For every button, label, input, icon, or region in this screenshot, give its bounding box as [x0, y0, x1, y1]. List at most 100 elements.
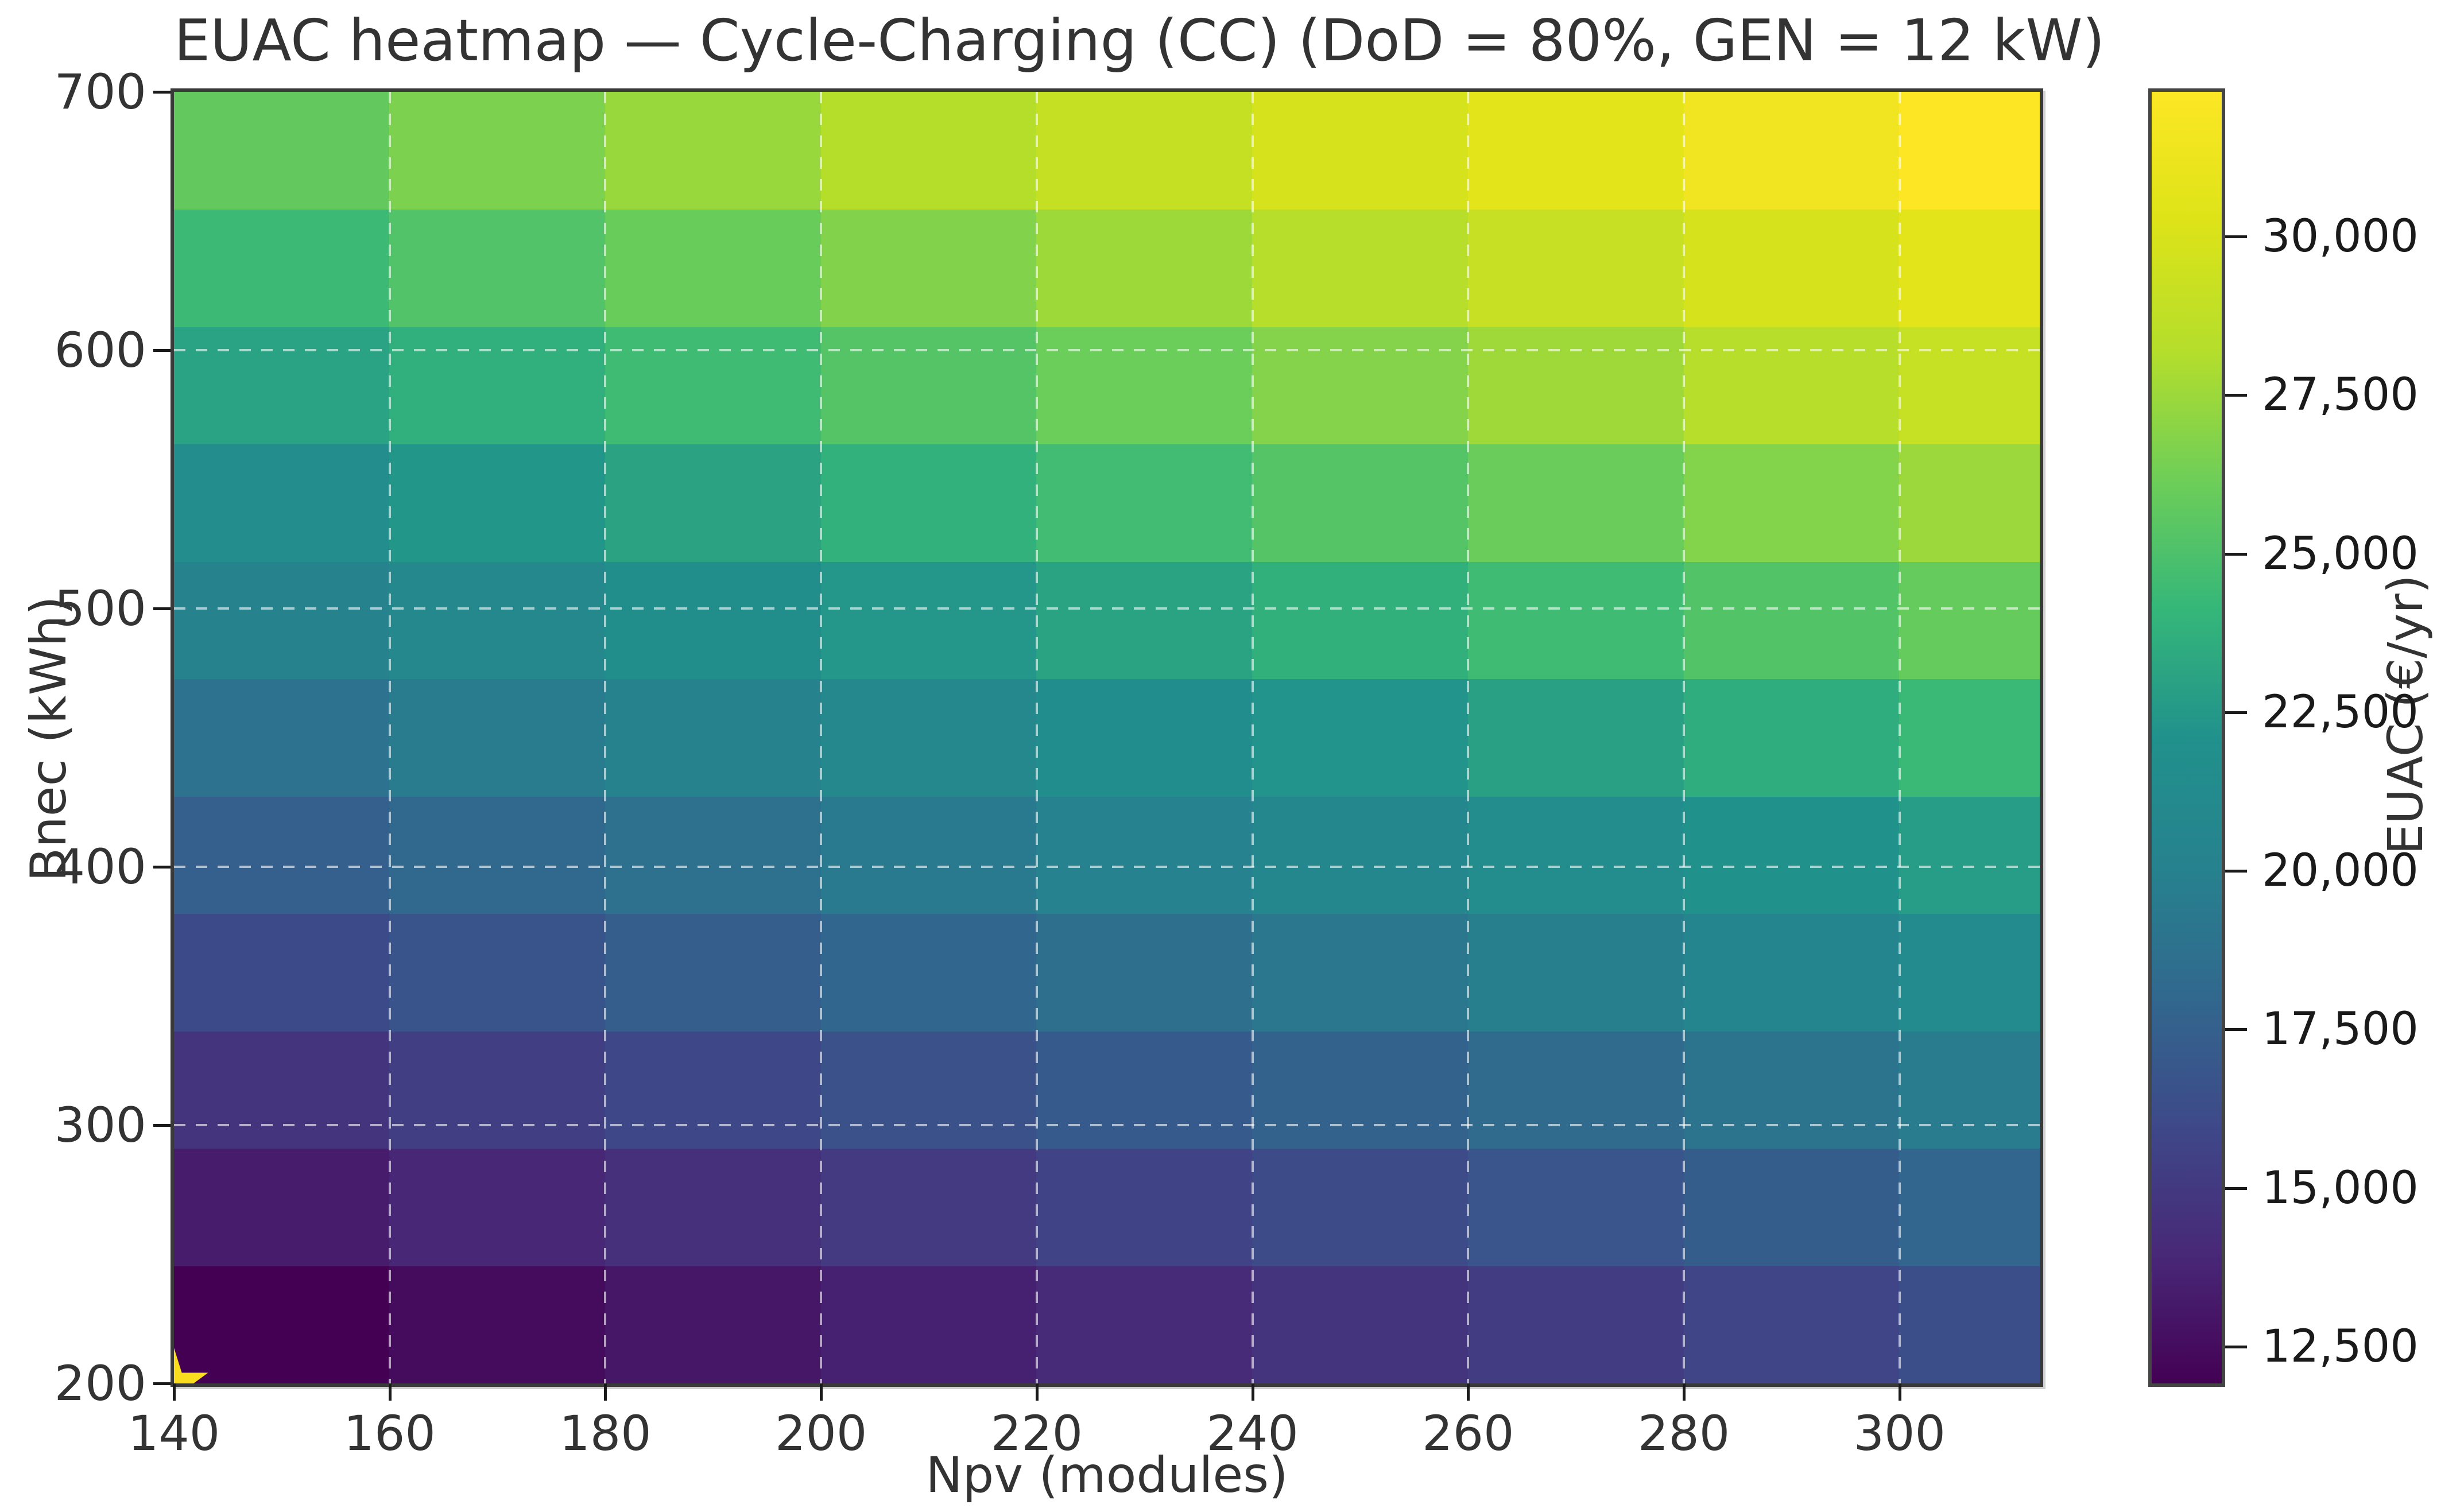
colorbar-tick: [2225, 711, 2247, 714]
x-axis-tick-label: 300: [1853, 1405, 1946, 1461]
colorbar-tick-label: 12,500: [2262, 1320, 2419, 1373]
y-gridline: [174, 349, 2040, 351]
heatmap-cell: [1467, 209, 1684, 327]
heatmap-cell: [1683, 1030, 1900, 1149]
x-axis-tick-label: 220: [990, 1405, 1083, 1461]
x-axis-tick: [1683, 1383, 1686, 1401]
x-axis-title: Npv (modules): [925, 1447, 1288, 1504]
colorbar-tick-label: 15,000: [2262, 1162, 2419, 1214]
heatmap-cell: [174, 796, 390, 914]
heatmap-cell: [1252, 679, 1469, 797]
heatmap-cell: [1899, 92, 2040, 210]
heatmap-cell: [1899, 444, 2040, 562]
heatmap-cell: [174, 679, 390, 797]
x-gridline: [1251, 92, 1254, 1383]
heatmap-cell: [1899, 913, 2040, 1032]
heatmap-cell: [605, 1265, 822, 1383]
heatmap-cell: [1683, 444, 1900, 562]
heatmap-cell: [1899, 1265, 2040, 1383]
colorbar-tick: [2225, 235, 2247, 238]
heatmap-cell: [389, 679, 606, 797]
heatmap-cell: [1683, 1265, 1900, 1383]
heatmap-cell: [389, 444, 606, 562]
heatmap-cell: [1683, 92, 1900, 210]
x-axis-tick-label: 280: [1637, 1405, 1730, 1461]
heatmap-cell: [820, 679, 1037, 797]
x-axis-tick-label: 200: [774, 1405, 867, 1461]
heatmap-cell: [1683, 913, 1900, 1032]
y-axis-tick: [153, 349, 171, 352]
heatmap-cell: [1467, 1265, 1684, 1383]
heatmap-cell: [1467, 561, 1684, 680]
heatmap-cell: [1467, 1148, 1684, 1266]
heatmap-cell: [1036, 1030, 1253, 1149]
colorbar-tick-label: 20,000: [2262, 845, 2419, 897]
x-axis-tick: [1035, 1383, 1039, 1401]
heatmap-cell: [820, 209, 1037, 327]
heatmap-cell: [605, 561, 822, 680]
y-axis-tick: [153, 607, 171, 610]
heatmap-cell: [389, 92, 606, 210]
heatmap-cell: [1252, 1148, 1469, 1266]
y-axis-tick: [153, 1124, 171, 1127]
heatmap-cell: [605, 796, 822, 914]
heatmap-cell: [1899, 679, 2040, 797]
heatmap-cell: [1252, 1265, 1469, 1383]
heatmap-cell: [1683, 326, 1900, 445]
colorbar-tick-label: 30,000: [2262, 210, 2419, 262]
heatmap-cell: [1036, 679, 1253, 797]
x-gridline: [604, 92, 607, 1383]
heatmap-cell: [174, 444, 390, 562]
heatmap-cell: [1683, 796, 1900, 914]
heatmap-cell: [1467, 913, 1684, 1032]
heatmap-cell: [174, 1148, 390, 1266]
heatmap-cell: [1036, 1265, 1253, 1383]
heatmap-cell: [605, 913, 822, 1032]
heatmap-cell: [605, 92, 822, 210]
heatmap-cell: [1252, 913, 1469, 1032]
x-gridline: [1467, 92, 1470, 1383]
heatmap-cell: [1036, 561, 1253, 680]
heatmap-cell: [1683, 1148, 1900, 1266]
heatmap-cell: [1683, 561, 1900, 680]
heatmap-cell: [1036, 92, 1253, 210]
x-axis-tick: [173, 1383, 176, 1401]
y-gridline: [174, 866, 2040, 868]
x-axis-tick: [388, 1383, 392, 1401]
x-axis-tick-label: 180: [559, 1405, 652, 1461]
heatmap-cell: [1036, 444, 1253, 562]
x-axis-tick: [820, 1383, 823, 1401]
heatmap-cell: [820, 326, 1037, 445]
heatmap-cell: [1467, 92, 1684, 210]
heatmap-cell: [1036, 913, 1253, 1032]
chart-title: EUAC heatmap — Cycle-Charging (CC) (DoD …: [174, 7, 2105, 74]
heatmap-cell: [1252, 326, 1469, 445]
heatmap-cell: [1899, 209, 2040, 327]
y-axis-tick: [153, 1382, 171, 1385]
heatmap-cell: [174, 1265, 390, 1383]
heatmap-cell: [1036, 796, 1253, 914]
heatmap-cell: [605, 326, 822, 445]
heatmap-cell: [1467, 796, 1684, 914]
heatmap-cell: [389, 1030, 606, 1149]
heatmap-cell: [1252, 92, 1469, 210]
heatmap-cell: [1252, 1030, 1469, 1149]
x-gridline: [1683, 92, 1686, 1383]
colorbar-tick-label: 17,500: [2262, 1003, 2419, 1056]
colorbar-tick: [2225, 1345, 2247, 1348]
colorbar-tick: [2225, 394, 2247, 397]
heatmap-cell: [605, 1148, 822, 1266]
heatmap-cell: [174, 561, 390, 680]
heatmap-cell: [174, 913, 390, 1032]
heatmap-cell: [1252, 444, 1469, 562]
colorbar-tick-label: 27,500: [2262, 369, 2419, 421]
y-axis-tick: [153, 866, 171, 869]
heatmap-cell: [1683, 679, 1900, 797]
heatmap-cell: [389, 209, 606, 327]
x-axis-tick: [1251, 1383, 1254, 1401]
colorbar-tick: [2225, 552, 2247, 556]
x-axis-tick: [1898, 1383, 1901, 1401]
heatmap-cell: [605, 1030, 822, 1149]
heatmap-cell: [1899, 326, 2040, 445]
